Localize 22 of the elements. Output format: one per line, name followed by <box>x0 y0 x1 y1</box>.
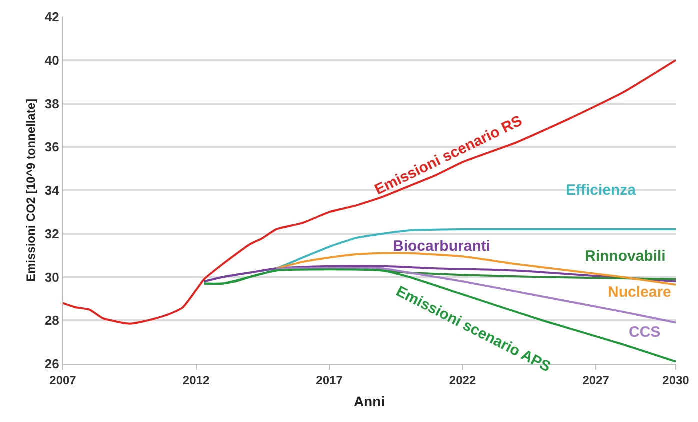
x-tick-label: 2027 <box>582 373 610 388</box>
y-tick-label: 36 <box>44 140 60 155</box>
annotation: Efficienza <box>566 182 637 199</box>
x-tick-label: 2007 <box>50 373 77 388</box>
annotation: Rinnovabili <box>585 248 666 265</box>
y-axis-title: Emissioni CO2 [10^9 tonnellate] <box>24 98 38 282</box>
x-tick-label: 2017 <box>316 373 344 388</box>
y-tick-label: 28 <box>44 313 60 328</box>
y-tick-label: 26 <box>44 356 60 372</box>
x-tick-label: 2022 <box>449 373 476 388</box>
x-tick-label: 2012 <box>182 373 210 388</box>
x-axis-title: Anni <box>354 394 386 410</box>
annotation: Nucleare <box>608 284 672 301</box>
y-tick-label: 42 <box>44 10 60 25</box>
y-tick-label: 34 <box>44 183 60 198</box>
x-tick-label: 2030 <box>662 373 690 388</box>
y-tick-label: 38 <box>44 96 60 112</box>
y-tick-label: 32 <box>44 226 60 242</box>
y-tick-label: 40 <box>44 52 60 68</box>
y-tick-label: 30 <box>44 270 60 285</box>
annotation: CCS <box>629 324 661 341</box>
annotation: Biocarburanti <box>393 238 491 255</box>
